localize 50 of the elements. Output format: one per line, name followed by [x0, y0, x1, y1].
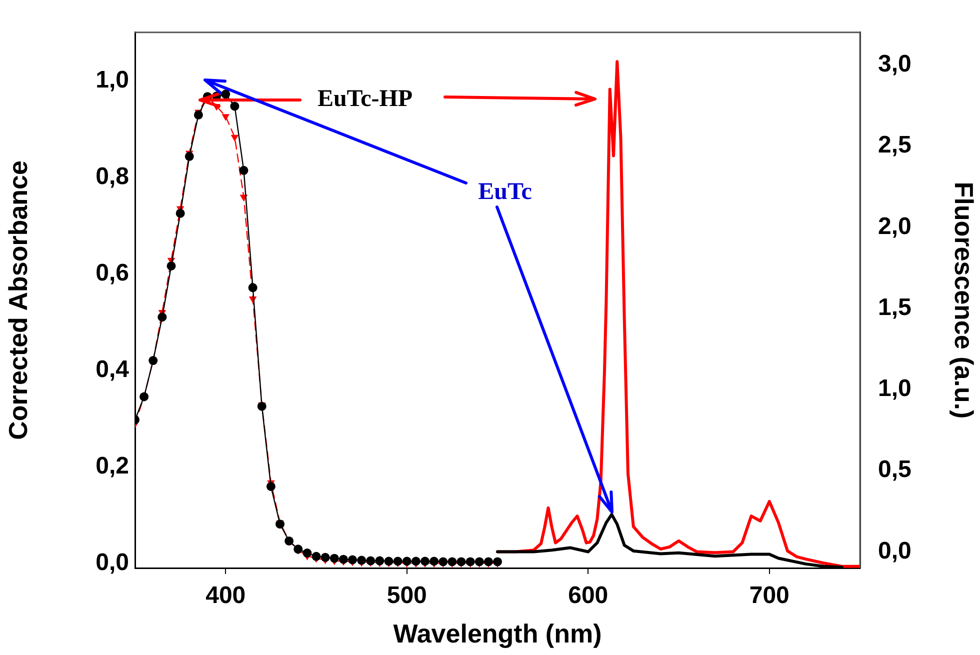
y2-tick-label: 2,0 — [878, 212, 912, 240]
y-axis-title: Corrected Absorbance — [2, 160, 33, 440]
x-tick-label: 500 — [386, 582, 427, 610]
point — [393, 556, 402, 566]
point — [302, 548, 312, 558]
y2-axis-title: Fluorescence (a.u.) — [949, 182, 980, 419]
point — [230, 134, 239, 142]
point — [221, 90, 230, 99]
y2-tick-label: 1,5 — [878, 294, 912, 321]
y2-tick-label: 1,0 — [878, 375, 912, 402]
point — [438, 557, 448, 566]
annotation: EuTc-HP — [317, 86, 413, 112]
point — [194, 110, 203, 120]
point — [466, 557, 475, 566]
point — [474, 557, 484, 566]
point — [266, 482, 276, 491]
y-tick-label: 1,0 — [96, 66, 129, 94]
point — [158, 312, 167, 322]
x-tick-label: 700 — [749, 582, 790, 610]
y2-tick-label: 3,0 — [878, 50, 912, 78]
y-tick-label: 0,8 — [96, 162, 129, 190]
point — [239, 166, 248, 175]
y-tick-label: 0,6 — [96, 259, 129, 286]
x-tick-label: 600 — [568, 582, 608, 610]
y2-tick-label: 2,5 — [878, 132, 912, 159]
point — [222, 114, 230, 121]
point — [448, 557, 457, 566]
point — [176, 208, 185, 218]
point — [248, 283, 258, 292]
point — [166, 261, 176, 270]
x-axis-title: Wavelength (nm) — [393, 618, 602, 649]
point — [484, 557, 493, 566]
point — [456, 557, 466, 566]
y-tick-label: 0,0 — [96, 548, 129, 576]
y-tick-label: 0,2 — [96, 452, 129, 480]
x-tick-label: 400 — [206, 582, 246, 610]
point — [184, 152, 194, 161]
point — [366, 556, 376, 566]
point — [284, 536, 294, 546]
point — [294, 544, 303, 554]
annotation: EuTc — [478, 179, 532, 206]
point — [493, 557, 502, 566]
point — [312, 552, 321, 561]
y2-tick-label: 0,0 — [878, 537, 912, 564]
point — [384, 556, 394, 566]
y2-tick-label: 0,5 — [878, 456, 912, 484]
point — [320, 552, 330, 562]
point — [230, 102, 240, 111]
y-tick-label: 0,4 — [96, 356, 130, 383]
point — [330, 554, 339, 563]
